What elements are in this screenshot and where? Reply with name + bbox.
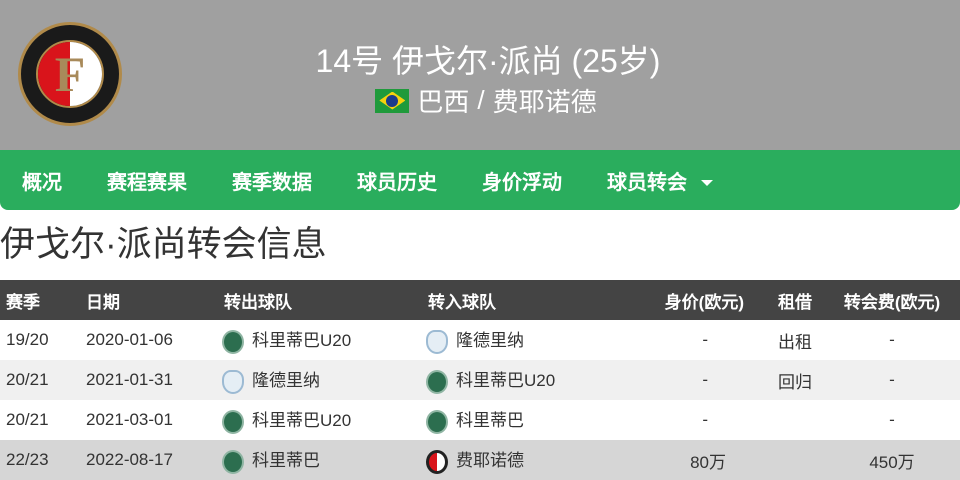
market-value: -	[620, 400, 748, 440]
player-title: 14号 伊戈尔·派尚 (25岁)	[315, 43, 661, 79]
club[interactable]: 费耶诺德	[492, 87, 597, 117]
table-row: 20/21 2021-03-01 科里蒂巴U20 科里蒂巴 - -	[0, 400, 960, 440]
team-badge-icon	[426, 369, 448, 394]
transfer-table: 赛季 日期 转出球队 转入球队 身价(欧元) 租借 转会费(欧元) 19/20 …	[0, 280, 960, 480]
date: 2021-01-31	[78, 360, 218, 400]
to-team[interactable]: 费耶诺德	[422, 440, 620, 480]
transfer-fee: 450万	[824, 440, 960, 480]
from-team[interactable]: 隆德里纳	[218, 360, 422, 400]
to-team[interactable]: 科里蒂巴U20	[422, 360, 620, 400]
tab-value[interactable]: 身价浮动	[482, 171, 562, 194]
market-value: -	[620, 320, 748, 360]
from-team[interactable]: 科里蒂巴U20	[218, 400, 422, 440]
loan	[748, 440, 824, 480]
player-subtitle: 巴西 / 费耶诺德	[0, 82, 960, 119]
to-team-name: 隆德里纳	[456, 331, 524, 351]
tab-transfers-label: 球员转会	[607, 171, 687, 194]
to-team[interactable]: 隆德里纳	[422, 320, 620, 360]
team-badge-icon	[222, 449, 244, 474]
transfer-fee: -	[824, 400, 960, 440]
to-team-name: 科里蒂巴	[456, 411, 524, 431]
table-header: 赛季 日期 转出球队 转入球队 身价(欧元) 租借 转会费(欧元)	[0, 280, 960, 320]
chevron-down-icon	[701, 180, 713, 187]
col-date: 日期	[78, 280, 218, 320]
col-value: 身价(欧元)	[620, 280, 748, 320]
table-row: 19/20 2020-01-06 科里蒂巴U20 隆德里纳 - 出租 -	[0, 320, 960, 360]
season: 22/23	[0, 440, 78, 480]
team-badge-icon	[426, 409, 448, 434]
loan: 出租	[748, 320, 824, 360]
tab-transfers[interactable]: 球员转会	[607, 166, 713, 195]
player-header: F 14号 伊戈尔·派尚 (25岁) 巴西 / 费耶诺德	[0, 0, 960, 150]
to-team-name: 科里蒂巴U20	[456, 371, 556, 391]
from-team-name: 科里蒂巴	[252, 451, 320, 471]
page-title: 伊戈尔·派尚转会信息	[0, 225, 327, 264]
team-badge-icon	[222, 329, 244, 354]
brazil-flag-icon	[375, 88, 410, 113]
col-fee: 转会费(欧元)	[824, 280, 960, 320]
to-team-name: 费耶诺德	[456, 451, 524, 471]
team-badge-icon	[426, 329, 448, 354]
team-badge-icon	[426, 449, 448, 474]
date: 2022-08-17	[78, 440, 218, 480]
from-team-name: 隆德里纳	[252, 371, 320, 391]
tab-history[interactable]: 球员历史	[357, 171, 437, 194]
team-badge-icon	[222, 409, 244, 434]
from-team-name: 科里蒂巴U20	[252, 411, 352, 431]
col-from: 转出球队	[218, 280, 422, 320]
date: 2021-03-01	[78, 400, 218, 440]
transfer-fee: -	[824, 360, 960, 400]
loan: 回归	[748, 360, 824, 400]
from-team-name: 科里蒂巴U20	[252, 331, 352, 351]
tab-season-stats[interactable]: 赛季数据	[232, 171, 312, 194]
from-team[interactable]: 科里蒂巴	[218, 440, 422, 480]
table-row: 20/21 2021-01-31 隆德里纳 科里蒂巴U20 - 回归 -	[0, 360, 960, 400]
col-loan: 租借	[748, 280, 824, 320]
market-value: 80万	[620, 440, 748, 480]
tab-overview[interactable]: 概况	[22, 171, 62, 194]
feyenoord-logo: F	[18, 22, 122, 126]
from-team[interactable]: 科里蒂巴U20	[218, 320, 422, 360]
col-season: 赛季	[0, 280, 78, 320]
to-team[interactable]: 科里蒂巴	[422, 400, 620, 440]
team-badge-icon	[222, 369, 244, 394]
nav-bar: 概况 赛程赛果 赛季数据 球员历史 身价浮动 球员转会	[0, 150, 960, 210]
separator: /	[477, 85, 485, 115]
season: 20/21	[0, 360, 78, 400]
date: 2020-01-06	[78, 320, 218, 360]
table-row: 22/23 2022-08-17 科里蒂巴 费耶诺德 80万 450万	[0, 440, 960, 480]
country[interactable]: 巴西	[417, 87, 470, 117]
col-to: 转入球队	[422, 280, 620, 320]
market-value: -	[620, 360, 748, 400]
loan	[748, 400, 824, 440]
season: 19/20	[0, 320, 78, 360]
season: 20/21	[0, 400, 78, 440]
tab-fixtures[interactable]: 赛程赛果	[107, 171, 187, 194]
transfer-fee: -	[824, 320, 960, 360]
